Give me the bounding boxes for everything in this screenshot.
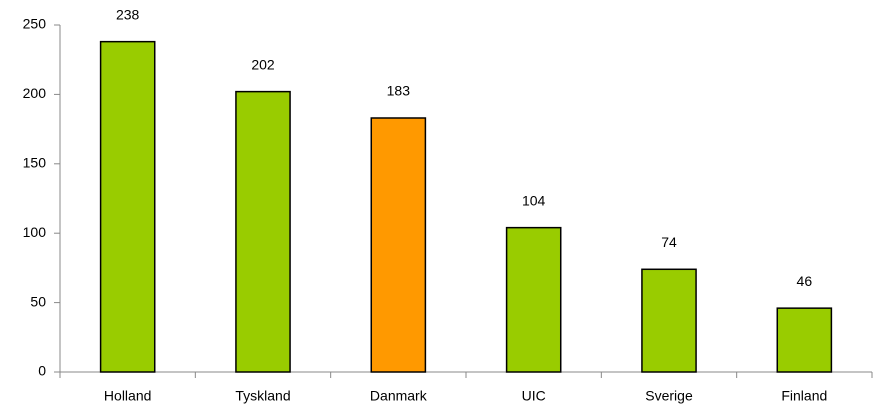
data-label: 202 [251, 56, 275, 72]
data-label: 183 [387, 83, 411, 99]
y-tick-label: 50 [30, 293, 46, 309]
data-label: 238 [116, 6, 140, 22]
bar [370, 117, 427, 373]
bar [99, 40, 156, 373]
x-tick-label: Holland [104, 388, 151, 404]
data-label: 104 [522, 192, 546, 208]
y-tick-label: 250 [23, 16, 47, 32]
y-tick-label: 100 [23, 224, 47, 240]
y-tick-label: 200 [23, 85, 47, 101]
x-tick-label: Finland [781, 388, 827, 404]
y-tick-label: 0 [38, 363, 46, 379]
y-tick-label: 150 [23, 155, 47, 171]
bar [641, 268, 697, 373]
x-tick-label: Danmark [370, 388, 428, 404]
data-label: 46 [797, 273, 813, 289]
x-tick-label: UIC [522, 388, 546, 404]
x-tick-label: Sverige [645, 388, 693, 404]
data-label: 74 [661, 234, 677, 250]
bar [235, 90, 291, 373]
bar [776, 307, 833, 373]
x-tick-label: Tyskland [235, 388, 290, 404]
bar [505, 226, 562, 373]
